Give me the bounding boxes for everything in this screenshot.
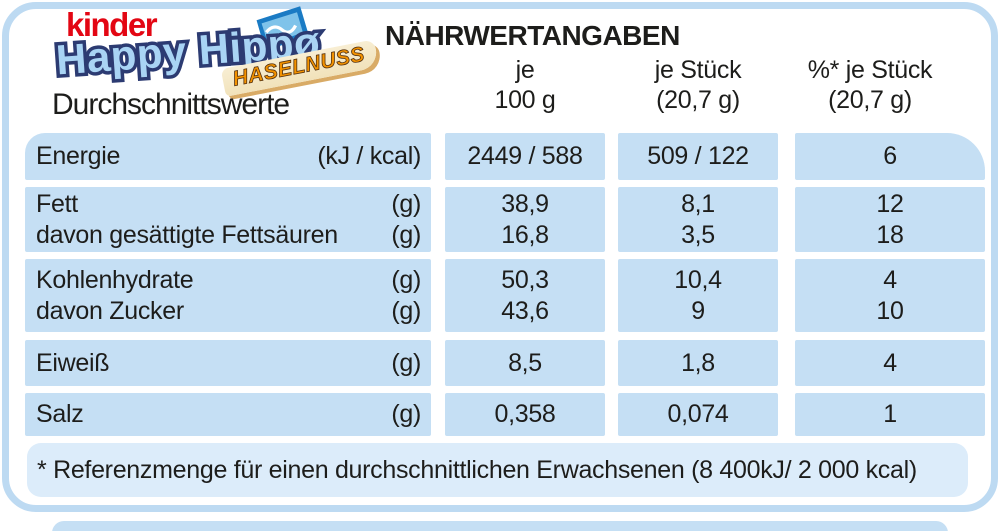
column-header-line: (20,7 g): [656, 86, 740, 114]
column-header-percent-per-piece: %* je Stück (20,7 g): [780, 55, 960, 115]
row-label-cell: Eiweiß (g): [25, 340, 431, 386]
nutrient-name: Eiweiß: [36, 348, 110, 377]
value: 12: [876, 189, 904, 218]
percent-cell: 4 10: [795, 259, 985, 332]
value: 38,9: [501, 189, 549, 218]
nutrient-unit: (g): [391, 348, 421, 377]
per-piece-cell: 1,8: [618, 340, 778, 386]
nutrient-name: davon Zucker: [36, 296, 184, 325]
value: 10: [876, 296, 904, 325]
row-label-line: Salz (g): [36, 399, 421, 430]
value: 50,3: [501, 265, 549, 294]
nutrient-unit: (g): [391, 220, 421, 249]
next-panel-edge: [52, 521, 948, 531]
row-label-line: davon Zucker (g): [36, 296, 421, 327]
value: 1,8: [681, 348, 715, 377]
per-piece-cell: 10,4 9: [618, 259, 778, 332]
column-header-line: je Stück: [654, 56, 742, 84]
row-label-line: Eiweiß (g): [36, 348, 421, 379]
kinder-emblem-icon: [256, 6, 309, 52]
row-label-line: davon gesättigte Fettsäuren (g): [36, 220, 421, 251]
per-100g-cell: 0,358: [445, 393, 605, 436]
column-header-line: je: [515, 56, 535, 84]
averages-label: Durchschnittswerte: [52, 88, 290, 121]
value: 6: [883, 142, 897, 170]
value: 8,5: [508, 348, 542, 377]
row-label-cell: Kohlenhydrate (g) davon Zucker (g): [25, 259, 431, 332]
nutrient-name: Salz: [36, 400, 84, 428]
column-header-per-piece: je Stück (20,7 g): [618, 55, 778, 115]
value: 9: [691, 296, 705, 325]
value: 1: [883, 400, 897, 428]
nutrient-unit: (g): [391, 265, 421, 294]
value: 16,8: [501, 220, 549, 249]
kinder-wordmark: kinder: [66, 6, 158, 43]
value: 10,4: [674, 265, 722, 294]
nutrient-name: Fett: [36, 189, 78, 218]
nutrient-unit: (g): [391, 400, 421, 428]
table-row: Fett (g) davon gesättigte Fettsäuren (g) 38,…: [25, 187, 985, 252]
row-label-line: Energie (kJ / kcal): [36, 141, 421, 172]
value: 509 / 122: [647, 142, 749, 170]
per-piece-cell: 0,074: [618, 393, 778, 436]
column-header-line: 100 g: [494, 86, 556, 114]
row-label-cell: Energie (kJ / kcal): [25, 133, 431, 180]
footnote-bar: * Referenzmenge für einen durchschnittli…: [27, 443, 968, 497]
row-label-line: Fett (g): [36, 189, 421, 220]
nutrient-unit: (g): [391, 189, 421, 218]
value: 0,074: [667, 400, 729, 428]
percent-cell: 6: [795, 133, 985, 180]
nutrient-name: davon gesättigte Fettsäuren: [36, 220, 338, 249]
nutrient-name: Energie: [36, 142, 121, 170]
value: 2449 / 588: [467, 142, 583, 170]
nutrient-name: Kohlenhydrate: [36, 265, 194, 294]
per-100g-cell: 2449 / 588: [445, 133, 605, 180]
value: 8,1: [681, 189, 715, 218]
column-header-per-100g: je 100 g: [445, 55, 605, 115]
value: 18: [876, 220, 904, 249]
per-100g-cell: 8,5: [445, 340, 605, 386]
value: 4: [883, 265, 897, 294]
row-label-line: Kohlenhydrate (g): [36, 265, 421, 296]
value: 0,358: [494, 400, 556, 428]
percent-cell: 4: [795, 340, 985, 386]
per-100g-cell: 50,3 43,6: [445, 259, 605, 332]
row-label-cell: Salz (g): [25, 393, 431, 436]
value: 4: [883, 348, 897, 377]
footnote-text: * Referenzmenge für einen durchschnittli…: [37, 455, 917, 484]
value: 43,6: [501, 296, 549, 325]
per-piece-cell: 509 / 122: [618, 133, 778, 180]
table-row: Energie (kJ / kcal) 2449 / 588 509 / 122 6: [25, 133, 985, 180]
row-label-cell: Fett (g) davon gesättigte Fettsäuren (g): [25, 187, 431, 252]
percent-cell: 1: [795, 393, 985, 436]
table-row: Eiweiß (g) 8,5 1,8 4: [25, 340, 985, 386]
column-header-line: (20,7 g): [828, 86, 912, 114]
table-row: Salz (g) 0,358 0,074 1: [25, 393, 985, 436]
table-row: Kohlenhydrate (g) davon Zucker (g) 50,3 43,6 1…: [25, 259, 985, 332]
column-header-line: %* je Stück: [807, 56, 933, 84]
value: 3,5: [681, 220, 715, 249]
per-100g-cell: 38,9 16,8: [445, 187, 605, 252]
table-title: NÄHRWERTANGABEN: [385, 20, 680, 51]
percent-cell: 12 18: [795, 187, 985, 252]
nutrient-unit: (kJ / kcal): [317, 142, 421, 170]
per-piece-cell: 8,1 3,5: [618, 187, 778, 252]
nutrient-unit: (g): [391, 296, 421, 325]
